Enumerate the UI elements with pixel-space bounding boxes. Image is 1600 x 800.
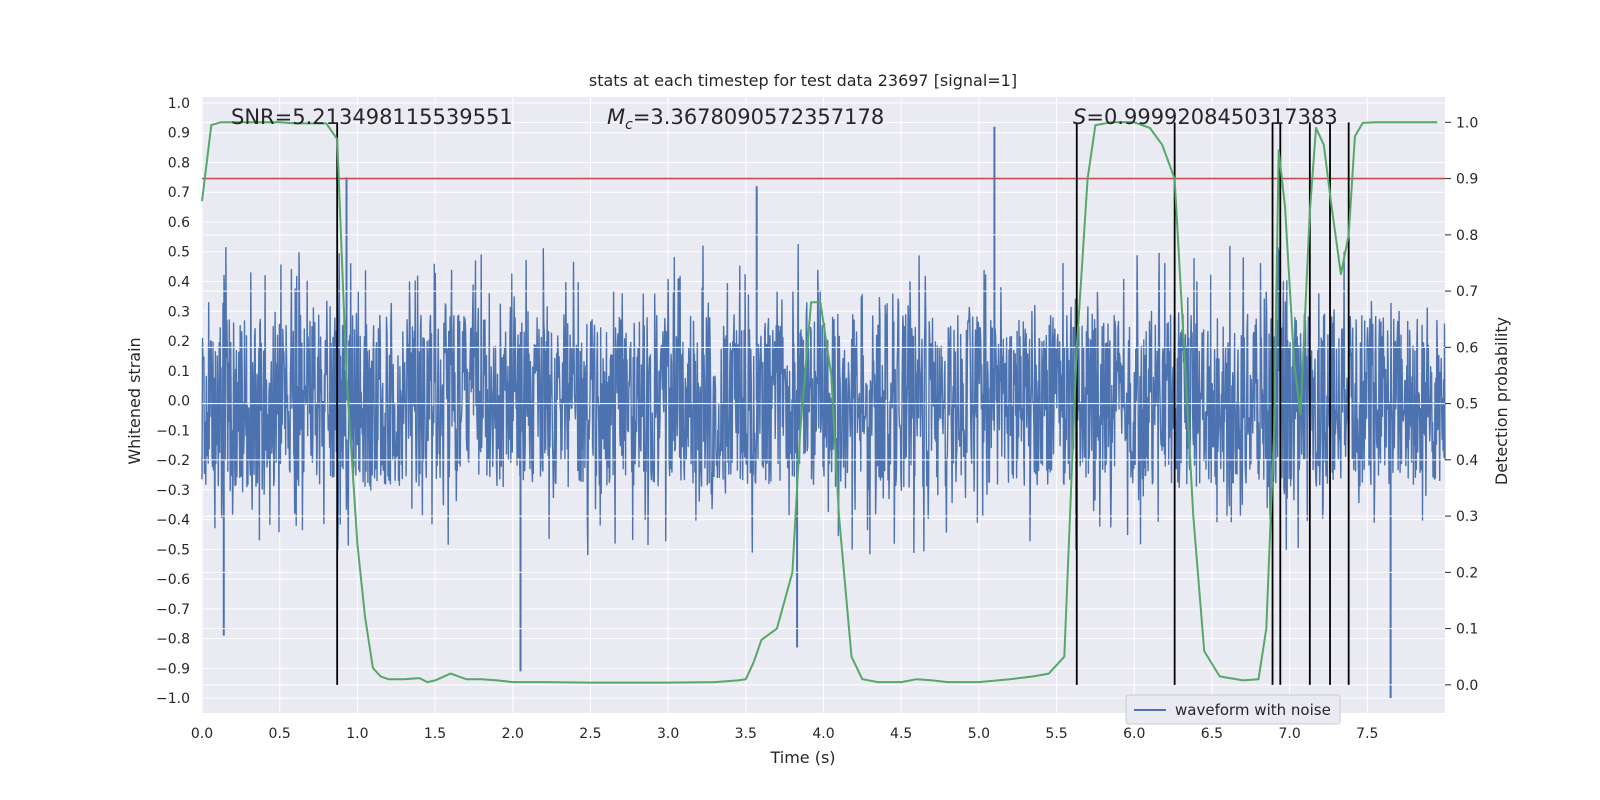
y-tick-label: −0.1 (156, 423, 190, 439)
legend-box (1125, 694, 1341, 725)
x-tick-label: 3.0 (657, 726, 679, 742)
x-tick-label: 0.0 (191, 726, 213, 742)
y2-tick-label: 1.0 (1456, 115, 1478, 131)
snr-annotation: SNR=5.213498115539551 (231, 105, 513, 129)
chirp-mass-annotation: Mc=3.3678090572357178 (607, 105, 884, 133)
y2-tick-label: 0.5 (1456, 397, 1478, 413)
y2-tick-label: 0.9 (1456, 172, 1478, 188)
y2-axis-label: Detection probability (1492, 317, 1511, 485)
y-tick-label: 0.4 (168, 275, 190, 291)
x-tick-label: 7.0 (1278, 726, 1300, 742)
s-annotation: S=0.9999208450317383 (1073, 105, 1338, 129)
y2-tick-label: 0.4 (1456, 453, 1478, 469)
y-tick-label: 0.0 (168, 394, 190, 410)
x-axis-label: Time (s) (769, 748, 835, 767)
y-tick-label: 1.0 (168, 96, 190, 112)
legend-label: waveform with noise (1175, 701, 1331, 719)
y2-tick-label: 0.0 (1456, 678, 1478, 694)
y2-tick-label: 0.8 (1456, 228, 1478, 244)
y-tick-label: −0.4 (156, 513, 190, 529)
s-value: =0.9999208450317383 (1086, 105, 1337, 129)
y2-tick-label: 0.1 (1456, 622, 1478, 638)
x-tick-label: 5.0 (968, 726, 990, 742)
y2-tick-label: 0.2 (1456, 565, 1478, 581)
y-tick-label: 0.5 (168, 245, 190, 261)
x-tick-label: 2.5 (579, 726, 601, 742)
s-symbol: S (1073, 105, 1086, 129)
x-tick-label: 5.5 (1045, 726, 1067, 742)
x-tick-label: 6.5 (1201, 726, 1223, 742)
y-tick-label: −0.2 (156, 453, 190, 469)
y-tick-label: −0.9 (156, 661, 190, 677)
legend: waveform with noise (1125, 694, 1341, 725)
y2-tick-label: 0.3 (1456, 509, 1478, 525)
y-axis-label: Whitened strain (125, 337, 144, 464)
y2-tick-label: 0.6 (1456, 340, 1478, 356)
x-tick-label: 4.5 (890, 726, 912, 742)
y-tick-label: 0.7 (168, 185, 190, 201)
x-tick-label: 6.0 (1123, 726, 1145, 742)
y-tick-label: 0.1 (168, 364, 190, 380)
y-tick-label: 0.6 (168, 215, 190, 231)
chart-title: stats at each timestep for test data 236… (589, 71, 1017, 90)
y-tick-label: 0.2 (168, 334, 190, 350)
y-tick-label: −0.6 (156, 572, 190, 588)
x-tick-label: 1.5 (424, 726, 446, 742)
x-tick-label: 0.5 (269, 726, 291, 742)
y-tick-label: −0.8 (156, 632, 190, 648)
plot-layer (201, 97, 1446, 713)
mc-value: =3.3678090572357178 (633, 105, 884, 129)
y-tick-label: −0.3 (156, 483, 190, 499)
y-tick-label: −1.0 (156, 691, 190, 707)
y-tick-label: −0.7 (156, 602, 190, 618)
mc-symbol: M (607, 105, 625, 129)
y-tick-label: 0.8 (168, 155, 190, 171)
x-tick-label: 4.0 (812, 726, 834, 742)
y2-tick-label: 0.7 (1456, 284, 1478, 300)
probability-line (201, 121, 1438, 684)
x-tick-label: 2.0 (502, 726, 524, 742)
x-tick-label: 3.5 (735, 726, 757, 742)
mc-subscript: c (625, 117, 633, 133)
y-tick-label: −0.5 (156, 542, 190, 558)
y-tick-label: 0.9 (168, 126, 190, 142)
x-tick-label: 1.0 (346, 726, 368, 742)
y-tick-label: 0.3 (168, 304, 190, 320)
x-tick-label: 7.5 (1356, 726, 1378, 742)
